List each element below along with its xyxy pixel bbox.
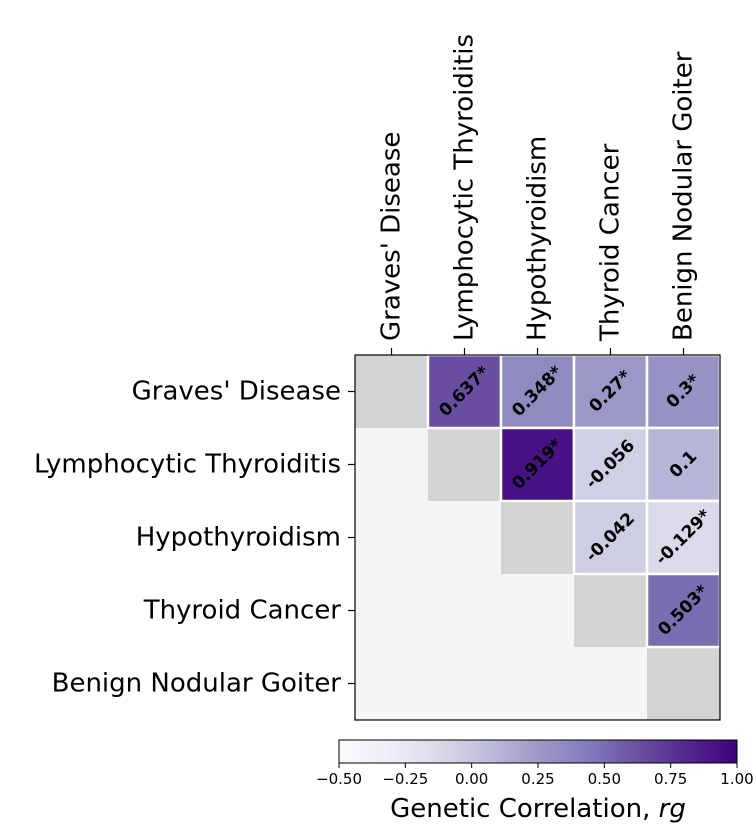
y-tick-label-graves-disease: Graves' Disease <box>132 377 341 407</box>
y-tick-label-benign-nodular-goiter: Benign Nodular Goiter <box>52 669 342 699</box>
colorbar-tick-label: 0.25 <box>521 770 554 788</box>
diagonal-cell <box>355 355 428 428</box>
colorbar-label-var: rg <box>659 794 686 824</box>
heatmap-cell <box>645 426 722 503</box>
diagonal-cell <box>647 647 720 720</box>
colorbar-ticks: −0.50 −0.25 0.00 0.25 0.50 0.75 1.00 <box>316 763 754 788</box>
colorbar-label: Genetic Correlation, rg <box>390 794 686 824</box>
heatmap-cell <box>499 426 576 503</box>
heatmap-cell <box>645 499 722 576</box>
heatmap-cell <box>645 572 722 649</box>
diagonal-cell <box>428 428 501 501</box>
heatmap-cell <box>572 499 649 576</box>
x-tick-label-benign-nodular-goiter: Benign Nodular Goiter <box>669 51 699 341</box>
colorbar-tick-label: −0.50 <box>316 770 362 788</box>
axis-tick-labels: Graves' Disease Graves' Disease Lymphocyti… <box>34 34 699 699</box>
colorbar-gradient <box>338 739 738 764</box>
diagonal-cell <box>501 501 574 574</box>
colorbar-tick-label: −0.25 <box>382 770 428 788</box>
colorbar-tick-label: 0.50 <box>588 770 621 788</box>
x-tick-label-hypothyroidism: Hypothyroidism <box>523 136 553 341</box>
colorbar-tick-label: 0.00 <box>455 770 488 788</box>
diagonal-cell <box>574 574 647 647</box>
x-tick-label-graves-disease: Graves' Disease <box>377 132 407 341</box>
colorbar-label-prefix: Genetic Correlation, <box>390 794 659 824</box>
colorbar: −0.50 −0.25 0.00 0.25 0.50 0.75 1.00 Genetic C… <box>316 739 754 824</box>
y-tick-label-lymphocytic-thyroiditis: Lymphocytic Thyroiditis <box>34 450 341 480</box>
heatmap-cell <box>572 426 649 503</box>
heatmap-cells <box>355 353 722 720</box>
y-tick-label-hypothyroidism: Hypothyroidism <box>136 523 341 553</box>
y-tick-label-thyroid-cancer: Thyroid Cancer <box>143 596 342 626</box>
colorbar-tick-label: 1.00 <box>720 770 753 788</box>
x-tick-label-lymphocytic-thyroiditis: Lymphocytic Thyroiditis <box>450 34 480 341</box>
colorbar-tick-label: 0.75 <box>654 770 687 788</box>
axis-ticks <box>348 348 685 685</box>
x-tick-label-thyroid-cancer: Thyroid Cancer <box>596 143 626 342</box>
